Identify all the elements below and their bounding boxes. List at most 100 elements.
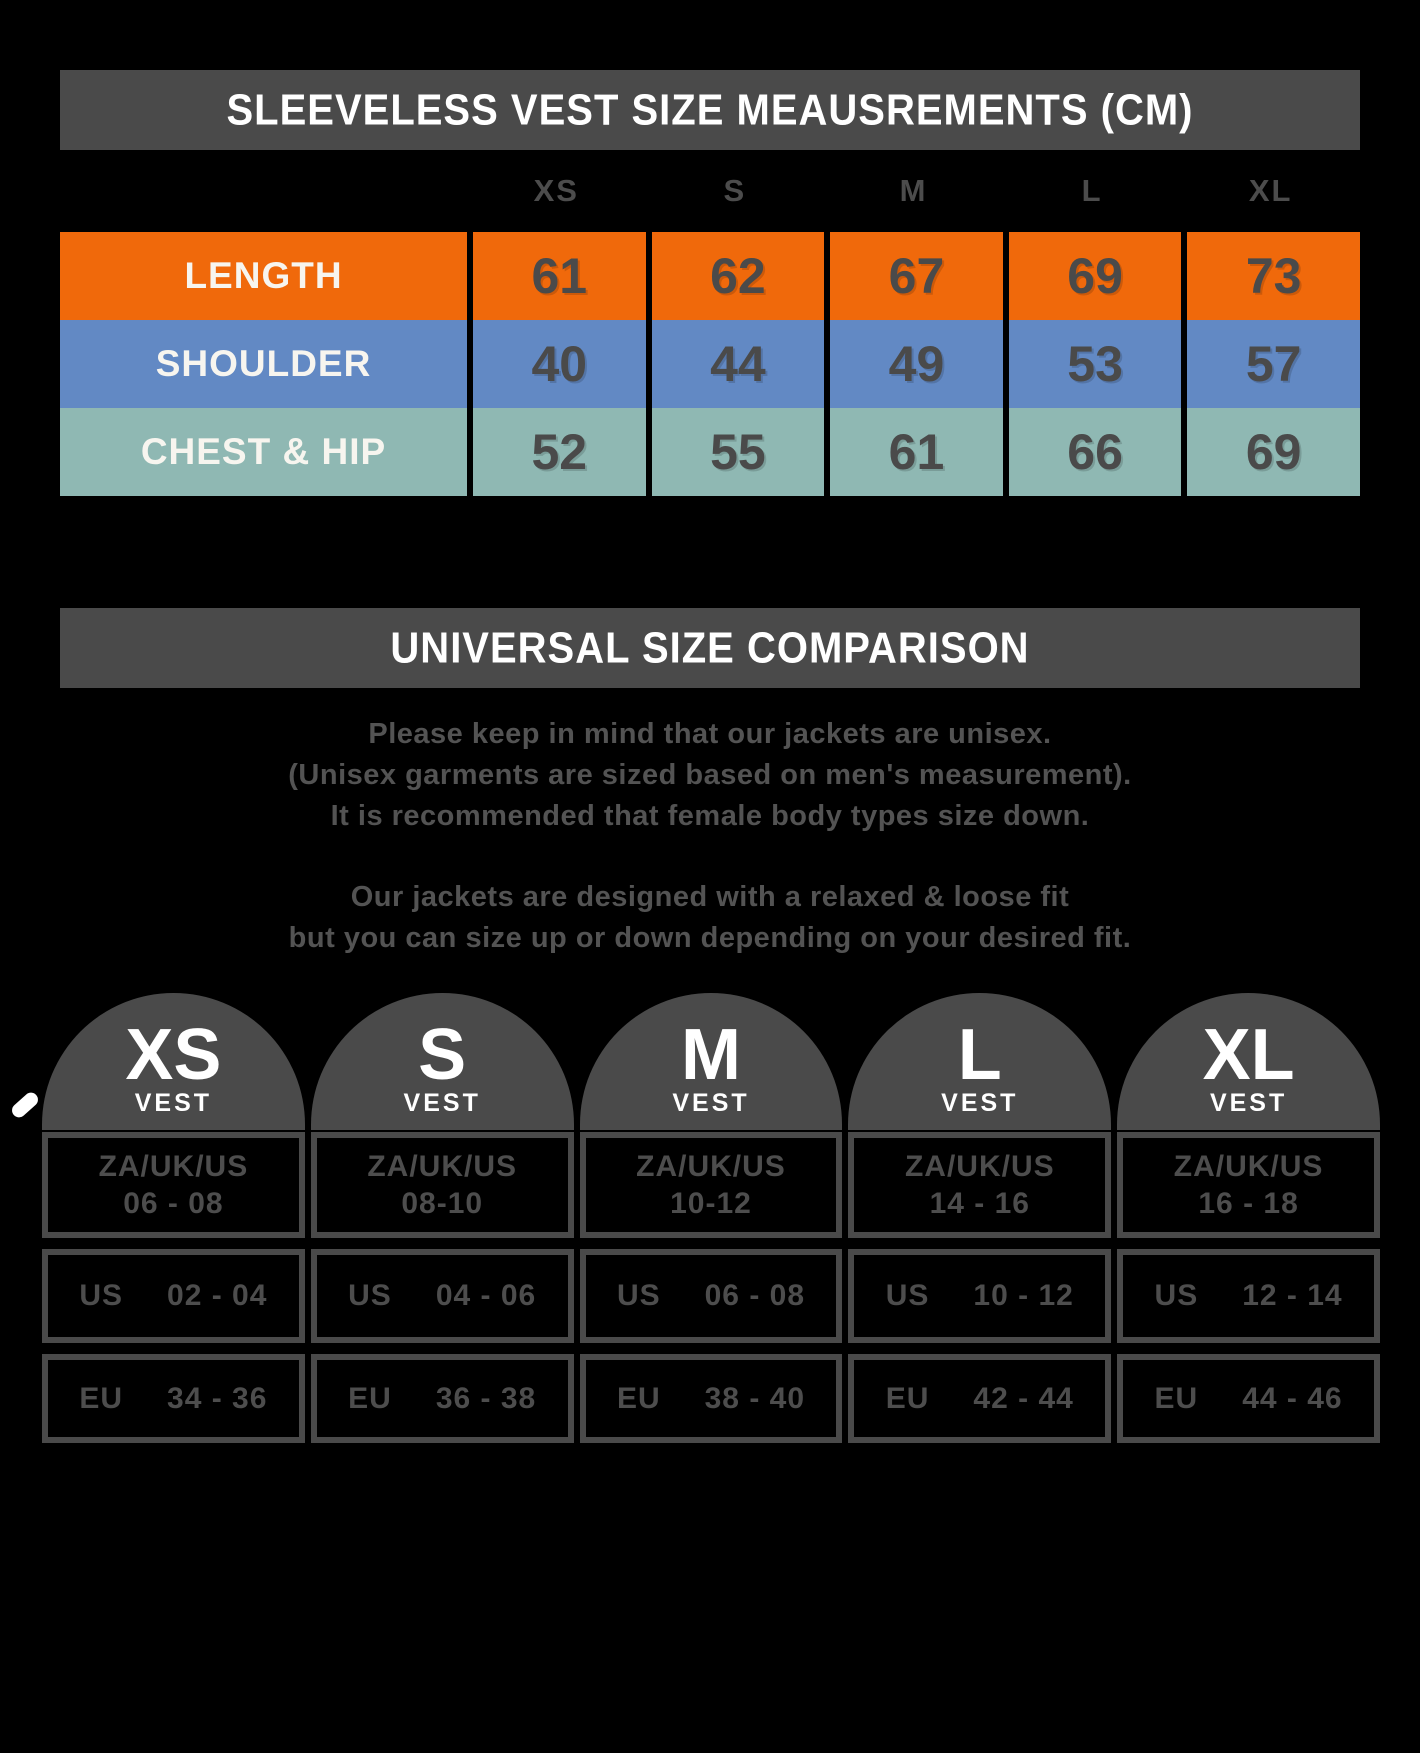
eu-label: EU (79, 1381, 124, 1415)
us-label: US (348, 1279, 392, 1312)
size-card-xl-garment: VEST (1209, 1089, 1288, 1117)
size-card-s: S VEST ZA/UK/US 08-10 US 04 - 06 EU 36 -… (310, 993, 574, 1443)
size-comparison-cards: XS VEST ZA/UK/US 06 - 08 US 02 - 04 EU 3… (42, 993, 1380, 1443)
size-card-m-garment: VEST (672, 1089, 750, 1117)
size-header-s: S (723, 173, 747, 208)
size-card-m: M VEST ZA/UK/US 10-12 US 06 - 08 EU 38 -… (579, 993, 843, 1443)
size-card-m-size: M (681, 1015, 741, 1095)
size-card-s-size: S (418, 1015, 467, 1095)
size-card-l-us-box: US 10 - 12 (848, 1249, 1112, 1343)
size-card-xl-eu-box: EU 44 - 46 (1117, 1354, 1380, 1443)
measurements-title: SLEEVELESS VEST SIZE MEAUSREMENTS (CM) (226, 85, 1194, 134)
cell-chest-xl: 69 (1181, 408, 1360, 496)
size-card-l-garment: VEST (941, 1089, 1019, 1117)
size-card-s-garment: VEST (403, 1089, 481, 1117)
us-label: US (79, 1279, 124, 1312)
size-card-s-us-box: US 04 - 06 (310, 1249, 574, 1343)
size-header-m: M (899, 173, 928, 208)
fit-line-1: Our jackets are designed with a relaxed … (350, 881, 1070, 913)
eu-label: EU (885, 1381, 930, 1415)
white-speck-artifact (9, 1089, 41, 1121)
size-card-xl-size: XL (1202, 1015, 1295, 1095)
size-card-l-dome: L VEST (848, 993, 1112, 1130)
eu-range: 44 - 46 (1242, 1381, 1343, 1415)
cell-shoulder-xs: 40 (467, 320, 646, 408)
cell-shoulder-l: 53 (1002, 320, 1182, 408)
us-range: 06 - 08 (704, 1279, 806, 1312)
size-card-m-eu-box: EU 38 - 40 (579, 1354, 843, 1443)
za-range: 16 - 18 (1198, 1187, 1299, 1220)
za-label: ZA/UK/US (636, 1150, 786, 1183)
cell-shoulder-s: 44 (645, 320, 825, 408)
cell-shoulder-m: 49 (824, 320, 1003, 408)
size-card-xs-za-box: ZA/UK/US 06 - 08 (42, 1132, 305, 1238)
size-card-l-eu-box: EU 42 - 44 (848, 1354, 1112, 1443)
za-label: ZA/UK/US (904, 1150, 1055, 1183)
cell-length-s: 62 (645, 232, 825, 320)
corner-spacer (60, 150, 467, 232)
cell-chest-m: 61 (824, 408, 1003, 496)
size-header-l: L (1081, 173, 1103, 208)
note-line-3: It is recommended that female body types… (330, 800, 1090, 832)
size-card-s-za-box: ZA/UK/US 08-10 (310, 1132, 574, 1238)
za-range: 08-10 (401, 1187, 484, 1220)
size-card-xs: XS VEST ZA/UK/US 06 - 08 US 02 - 04 EU 3… (42, 993, 305, 1443)
size-card-m-us-box: US 06 - 08 (579, 1249, 843, 1343)
size-header-xl: XL (1248, 173, 1293, 208)
size-card-l-size: L (957, 1015, 1002, 1095)
cell-chest-l: 66 (1002, 408, 1182, 496)
cell-shoulder-xl: 57 (1181, 320, 1360, 408)
size-card-l: L VEST ZA/UK/US 14 - 16 US 10 - 12 EU 42… (848, 993, 1112, 1443)
size-header-xs: XS (533, 173, 579, 208)
us-label: US (1154, 1279, 1199, 1312)
row-label-length: LENGTH (60, 232, 467, 320)
size-card-m-dome: M VEST (579, 993, 843, 1130)
za-range: 14 - 16 (929, 1187, 1030, 1220)
measurements-table: XS S M L XL LENGTH 61 62 67 69 73 SHOULD… (60, 150, 1360, 496)
size-card-xl-za-box: ZA/UK/US 16 - 18 (1117, 1132, 1380, 1238)
comparison-title-bar: UNIVERSAL SIZE COMPARISON (60, 608, 1360, 688)
eu-label: EU (1154, 1381, 1199, 1415)
size-card-s-eu-box: EU 36 - 38 (310, 1354, 574, 1443)
us-label: US (885, 1279, 930, 1312)
size-card-s-dome: S VEST (310, 993, 574, 1130)
eu-label: EU (348, 1381, 392, 1415)
eu-range: 42 - 44 (973, 1381, 1074, 1415)
eu-range: 36 - 38 (435, 1381, 537, 1415)
us-range: 10 - 12 (973, 1279, 1074, 1312)
eu-label: EU (616, 1381, 661, 1415)
size-card-xs-dome: XS VEST (42, 993, 305, 1130)
za-range: 06 - 08 (123, 1187, 224, 1220)
cell-length-m: 67 (824, 232, 1003, 320)
us-range: 12 - 14 (1242, 1279, 1343, 1312)
size-card-xs-garment: VEST (134, 1089, 213, 1117)
size-card-xs-us-box: US 02 - 04 (42, 1249, 305, 1343)
size-card-xl-us-box: US 12 - 14 (1117, 1249, 1380, 1343)
note-line-1: Please keep in mind that our jackets are… (368, 718, 1052, 750)
cell-length-xs: 61 (467, 232, 646, 320)
size-card-xl: XL VEST ZA/UK/US 16 - 18 US 12 - 14 EU 4… (1117, 993, 1380, 1443)
size-card-m-za-box: ZA/UK/US 10-12 (579, 1132, 843, 1238)
size-card-xl-dome: XL VEST (1117, 993, 1380, 1130)
za-range: 10-12 (670, 1187, 752, 1220)
cell-chest-s: 55 (645, 408, 825, 496)
us-range: 04 - 06 (435, 1279, 537, 1312)
fit-note: Our jackets are designed with a relaxed … (60, 877, 1360, 959)
us-label: US (616, 1279, 661, 1312)
measurements-title-bar: SLEEVELESS VEST SIZE MEAUSREMENTS (CM) (60, 70, 1360, 150)
size-card-l-za-box: ZA/UK/US 14 - 16 (848, 1132, 1112, 1238)
comparison-notes: Please keep in mind that our jackets are… (60, 714, 1360, 959)
eu-range: 34 - 36 (167, 1381, 268, 1415)
fit-line-2: but you can size up or down depending on… (288, 922, 1132, 954)
cell-length-l: 69 (1002, 232, 1182, 320)
za-label: ZA/UK/US (1173, 1150, 1324, 1183)
us-range: 02 - 04 (167, 1279, 268, 1312)
row-label-shoulder: SHOULDER (60, 320, 467, 408)
za-label: ZA/UK/US (98, 1150, 249, 1183)
comparison-title: UNIVERSAL SIZE COMPARISON (390, 623, 1030, 672)
za-label: ZA/UK/US (367, 1150, 518, 1183)
size-card-xs-size: XS (125, 1015, 222, 1095)
eu-range: 38 - 40 (704, 1381, 806, 1415)
row-label-chest-hip: CHEST & HIP (60, 408, 467, 496)
